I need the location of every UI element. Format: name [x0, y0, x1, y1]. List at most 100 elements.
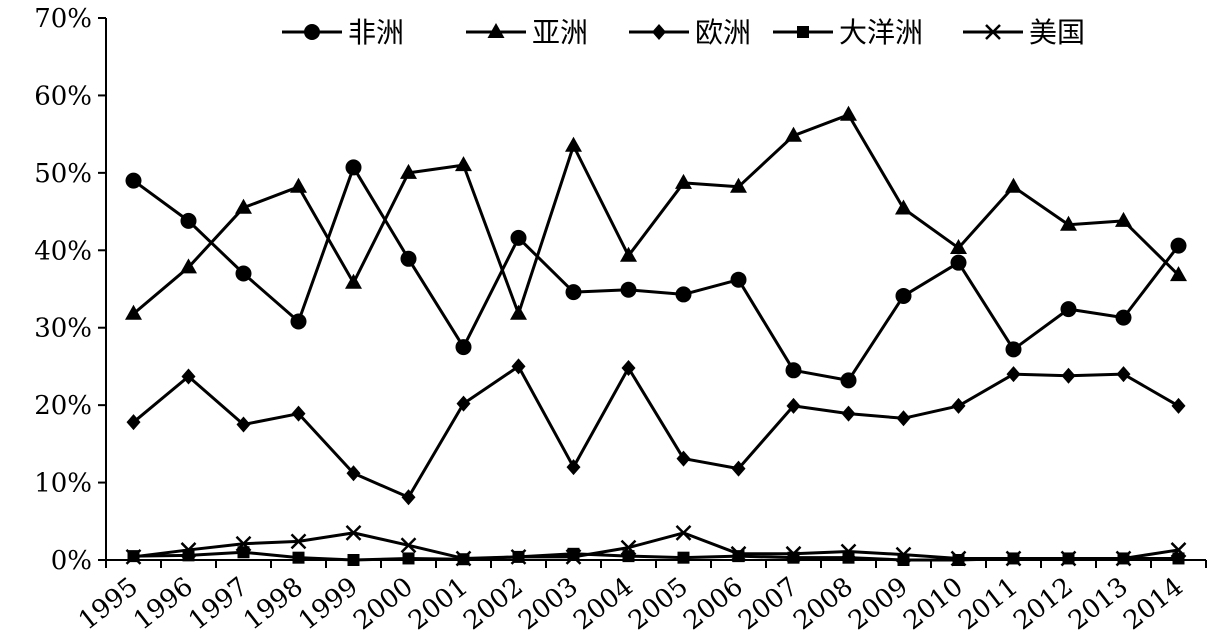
legend: 非洲 亚洲 欧洲 大洋洲 美国 — [282, 16, 1085, 49]
data-point — [180, 542, 197, 558]
data-point — [400, 163, 417, 179]
legend-label: 大洋洲 — [839, 16, 923, 49]
data-point — [730, 271, 747, 288]
data-point — [292, 551, 305, 564]
y-tick-label: 20% — [34, 391, 92, 421]
data-point — [1171, 397, 1186, 414]
y-tick-label: 40% — [34, 236, 92, 266]
legend-marker — [797, 26, 809, 38]
data-point — [510, 549, 527, 565]
x-tick-label: 2004 — [568, 572, 639, 636]
y-tick-label: 50% — [34, 159, 92, 189]
data-point — [290, 177, 307, 193]
data-point — [785, 545, 802, 562]
legend-item: 欧洲 — [629, 16, 751, 49]
x-axis-ticks: 1995199619971998199920002001200220032004… — [73, 560, 1207, 636]
legend-label: 非洲 — [348, 16, 404, 49]
data-point — [1172, 552, 1185, 565]
data-point — [237, 546, 250, 559]
data-point — [840, 372, 857, 389]
data-point — [950, 254, 967, 271]
x-tick-label: 1997 — [183, 572, 254, 636]
data-point — [125, 172, 142, 189]
data-point — [235, 198, 252, 214]
series-group — [125, 105, 1187, 567]
data-point — [400, 250, 417, 267]
x-tick-label: 2013 — [1063, 572, 1134, 636]
series-line — [132, 364, 1180, 499]
y-tick-label: 10% — [34, 469, 92, 499]
data-point — [1005, 341, 1022, 358]
data-point — [785, 126, 802, 142]
y-tick-label: 60% — [34, 81, 92, 111]
legend-marker — [652, 24, 666, 40]
x-tick-label: 1995 — [73, 572, 144, 636]
data-point — [126, 414, 141, 431]
x-tick-label: 2001 — [403, 572, 474, 636]
data-point — [511, 358, 526, 375]
data-point — [950, 550, 967, 567]
x-tick-label: 2007 — [733, 572, 804, 636]
y-axis-ticks: 0% 10% 20% 30% 40% 50% 60% 70% — [34, 4, 106, 576]
legend-item: 美国 — [963, 16, 1085, 49]
data-point — [1115, 309, 1132, 326]
x-tick-label: 1998 — [238, 572, 309, 636]
data-point — [1170, 237, 1187, 254]
data-point — [125, 549, 142, 565]
data-point — [290, 533, 307, 550]
data-point — [125, 304, 142, 320]
data-point — [786, 397, 801, 414]
data-point — [1006, 366, 1021, 383]
data-point — [675, 173, 692, 189]
series-triangle — [125, 105, 1187, 320]
data-point — [401, 489, 416, 506]
data-point — [400, 537, 417, 554]
legend-label: 欧洲 — [695, 16, 751, 49]
data-point — [620, 246, 637, 262]
data-point — [565, 284, 582, 301]
data-point — [1060, 215, 1077, 231]
data-point — [675, 525, 692, 541]
data-point — [455, 550, 472, 567]
data-point — [290, 313, 307, 330]
data-point — [840, 105, 857, 121]
x-tick-label: 2008 — [788, 572, 859, 636]
data-point — [1170, 542, 1187, 558]
data-point — [1005, 177, 1022, 193]
data-point — [730, 177, 747, 193]
data-point — [235, 265, 252, 282]
data-point — [675, 286, 692, 303]
legend-marker — [985, 24, 1001, 40]
data-point — [1061, 367, 1076, 384]
data-point — [181, 368, 196, 385]
data-point — [347, 554, 360, 566]
data-point — [895, 287, 912, 304]
x-tick-label: 2014 — [1118, 572, 1189, 636]
data-point — [455, 339, 472, 356]
data-point — [402, 552, 415, 565]
data-point — [565, 549, 582, 565]
y-tick-label: 0% — [51, 546, 92, 576]
data-point — [842, 551, 855, 564]
data-point — [345, 159, 362, 176]
x-tick-label: 2005 — [623, 572, 694, 636]
legend-item: 非洲 — [282, 16, 404, 49]
data-point — [841, 405, 856, 422]
data-point — [785, 362, 802, 379]
x-tick-label: 1996 — [128, 572, 199, 636]
data-point — [1115, 211, 1132, 227]
data-point — [455, 156, 472, 172]
data-point — [1005, 550, 1022, 567]
data-point — [896, 410, 911, 427]
series-x — [125, 525, 1187, 567]
data-point — [620, 539, 637, 556]
series-diamond — [126, 358, 1186, 506]
series-line — [132, 165, 1180, 382]
legend-item: 亚洲 — [466, 16, 588, 49]
x-tick-label: 2002 — [458, 572, 529, 636]
data-point — [677, 551, 690, 564]
data-point — [236, 416, 251, 433]
axes — [105, 18, 1206, 561]
data-point — [840, 543, 857, 560]
